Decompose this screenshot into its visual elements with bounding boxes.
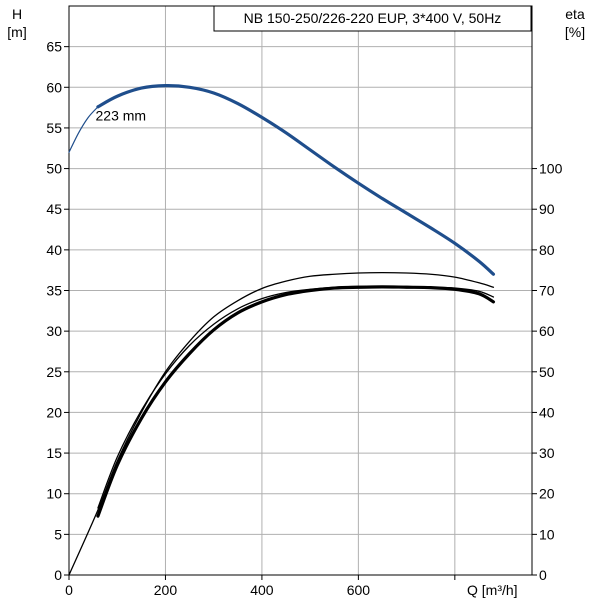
- y-left-label-symbol: H: [12, 6, 22, 22]
- x-axis-label: Q [m³/h]: [467, 582, 518, 598]
- y-right-label-unit: [%]: [565, 24, 585, 40]
- y-left-tick-label: 25: [46, 364, 62, 380]
- head-thick-curve: [96, 84, 496, 276]
- y-left-tick-label: 55: [46, 120, 62, 136]
- y-left-tick-label: 20: [46, 404, 62, 420]
- y-left-tick-label: 10: [46, 486, 62, 502]
- y-left-tick-label: 60: [46, 79, 62, 95]
- x-tick-label: 600: [347, 582, 371, 598]
- y-right-tick-label: 10: [539, 526, 555, 542]
- y-right-tick-label: 30: [539, 445, 555, 461]
- title-frame: [213, 5, 532, 32]
- y-right-tick-label: 70: [539, 283, 555, 299]
- y-left-tick-label: 15: [46, 445, 62, 461]
- y-left-tick-label: 45: [46, 201, 62, 217]
- y-right-tick-label: 90: [539, 201, 555, 217]
- y-right-tick-label: 50: [539, 364, 555, 380]
- x-tick-label: 0: [65, 582, 73, 598]
- head-thin-curve: [68, 106, 99, 153]
- x-tick-label: 400: [250, 582, 274, 598]
- y-right-tick-label: 60: [539, 323, 555, 339]
- y-right-tick-label: 20: [539, 486, 555, 502]
- y-left-label-unit: [m]: [7, 24, 26, 40]
- y-right-tick-label: 40: [539, 404, 555, 420]
- y-left-tick-label: 40: [46, 242, 62, 258]
- grid: [68, 6, 532, 575]
- chart-title: NB 150-250/226-220 EUP, 3*400 V, 50Hz: [244, 10, 502, 26]
- y-left-tick-label: 65: [46, 39, 62, 55]
- eta-thin-curve: [68, 271, 495, 576]
- y-right-tick-label: 80: [539, 242, 555, 258]
- x-tick-label: 200: [154, 582, 178, 598]
- chart-title-box: NB 150-250/226-220 EUP, 3*400 V, 50Hz: [213, 5, 532, 32]
- y-right-tick-label: 100: [539, 161, 563, 177]
- impeller-diameter-label: 223 mm: [96, 108, 147, 124]
- y-right-tick-label: 0: [539, 567, 547, 583]
- y-left-tick-label: 50: [46, 161, 62, 177]
- eta-band-inner-curve: [96, 285, 496, 518]
- y-left-tick-label: 5: [54, 526, 62, 542]
- y-left-tick-label: 30: [46, 323, 62, 339]
- ticks: 0 200 400 600 0 5 10 15 20 25 30 35 40 45 50 55 60 65 0 10 2…: [46, 39, 562, 598]
- series: [68, 84, 496, 576]
- y-left-tick-label: 35: [46, 283, 62, 299]
- y-left-tick-label: 0: [54, 567, 62, 583]
- eta-band-outer-curve: [97, 285, 495, 509]
- y-right-label-symbol: eta: [565, 6, 585, 22]
